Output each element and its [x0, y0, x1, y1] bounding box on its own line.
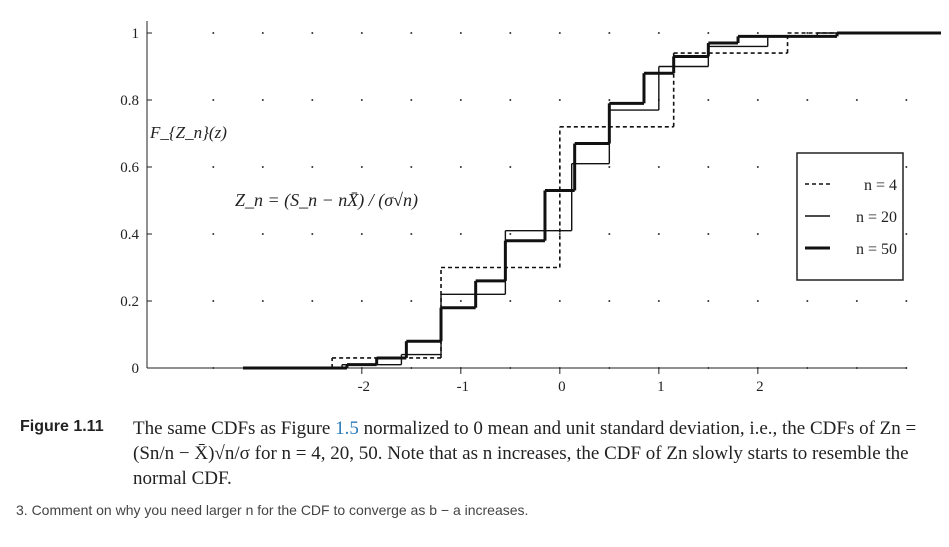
grid-dot — [608, 99, 611, 101]
annotation: Z_n = (S_n − nX̄) / (σ√n) — [235, 190, 418, 211]
grid-dot — [360, 166, 363, 168]
grid-dot — [410, 32, 413, 34]
grid-dot — [311, 233, 314, 235]
grid-dot — [212, 32, 215, 34]
grid-dot — [855, 99, 858, 101]
grid-dot — [707, 166, 710, 168]
grid-dot — [410, 99, 413, 101]
grid-dot — [311, 32, 314, 34]
grid-dot — [756, 32, 759, 34]
grid-dot — [509, 300, 512, 302]
grid-dot — [608, 233, 611, 235]
grid-dot — [657, 166, 660, 168]
grid-dot — [657, 233, 660, 235]
grid-dot — [410, 300, 413, 302]
grid-dot — [360, 99, 363, 101]
grid-dot — [360, 233, 363, 235]
grid-dot — [459, 166, 462, 168]
figure-ref[interactable]: 1.5 — [335, 418, 359, 439]
grid-dot — [657, 300, 660, 302]
y-tick-label: 0.6 — [120, 160, 139, 176]
x-tick-label: 1 — [657, 379, 665, 395]
grid-dot — [459, 233, 462, 235]
legend: n = 4 n = 20 n = 50 — [796, 152, 904, 281]
grid-dot — [261, 32, 264, 34]
grid-dot — [707, 99, 710, 101]
x-tick-label: -2 — [358, 379, 371, 395]
grid-dot — [558, 99, 561, 101]
grid-dot — [558, 300, 561, 302]
grid-dot — [261, 166, 264, 168]
grid-dot — [558, 32, 561, 34]
grid-dot — [707, 300, 710, 302]
grid-dot — [261, 99, 264, 101]
grid-dot — [756, 300, 759, 302]
y-tick-label: 0.2 — [120, 294, 139, 310]
grid-dot — [558, 233, 561, 235]
grid-dot — [311, 166, 314, 168]
grid-dot — [806, 300, 809, 302]
grid-dot — [459, 32, 462, 34]
grid-dot — [509, 166, 512, 168]
grid-dot — [905, 99, 908, 101]
x-tick-label: 2 — [756, 379, 764, 395]
grid-dot — [311, 300, 314, 302]
caption-text: The same CDFs as Figure — [133, 418, 336, 439]
grid-dot — [261, 300, 264, 302]
grid-dot — [509, 32, 512, 34]
grid-dot — [212, 300, 215, 302]
grid-dot — [756, 166, 759, 168]
y-tick-label: 0.4 — [120, 227, 139, 243]
grid-dot — [608, 166, 611, 168]
grid-dot — [756, 99, 759, 101]
grid-dot — [756, 233, 759, 235]
grid-dot — [459, 99, 462, 101]
grid-dot — [360, 32, 363, 34]
grid-dot — [707, 32, 710, 34]
grid-dot — [806, 32, 809, 34]
grid-dot — [360, 300, 363, 302]
grid-dot — [509, 99, 512, 101]
grid-dot — [806, 99, 809, 101]
grid-dot — [657, 32, 660, 34]
grid-dot — [707, 233, 710, 235]
grid-dot — [608, 300, 611, 302]
x-tick-label: -1 — [457, 379, 470, 395]
caption: The same CDFs as Figure 1.5 normalized t… — [133, 416, 933, 491]
caption-text: normalized to 0 mean and unit standard d… — [133, 418, 917, 489]
chart: 0 0.2 0.4 0.6 0.8 1 -2 -1 0 1 2 F_{Z_n}(z) Z_n = (S_… — [120, 21, 941, 395]
grid-dot — [410, 233, 413, 235]
legend-label: n = 20 — [856, 209, 897, 226]
grid-dot — [410, 166, 413, 168]
legend-label: n = 50 — [856, 241, 897, 258]
grid-dot — [905, 233, 908, 235]
grid-dot — [459, 300, 462, 302]
grid-dot — [212, 166, 215, 168]
grid-dot — [212, 233, 215, 235]
y-tick-label: 1 — [132, 26, 140, 42]
x-tick-label: 0 — [558, 379, 566, 395]
figure-label: Figure 1.11 — [20, 418, 104, 435]
grid-dot — [212, 99, 215, 101]
question: 3. Comment on why you need larger n for … — [16, 502, 529, 518]
y-tick-label: 0 — [132, 361, 140, 377]
grid-dot — [509, 233, 512, 235]
grid-dot — [608, 32, 611, 34]
grid-dot — [261, 233, 264, 235]
grid-dot — [905, 166, 908, 168]
legend-label: n = 4 — [864, 177, 897, 194]
y-tick-label: 0.8 — [120, 93, 139, 109]
grid-dot — [905, 300, 908, 302]
grid-dot — [855, 300, 858, 302]
y-axis-label: F_{Z_n}(z) — [149, 123, 227, 142]
grid-dot — [311, 99, 314, 101]
